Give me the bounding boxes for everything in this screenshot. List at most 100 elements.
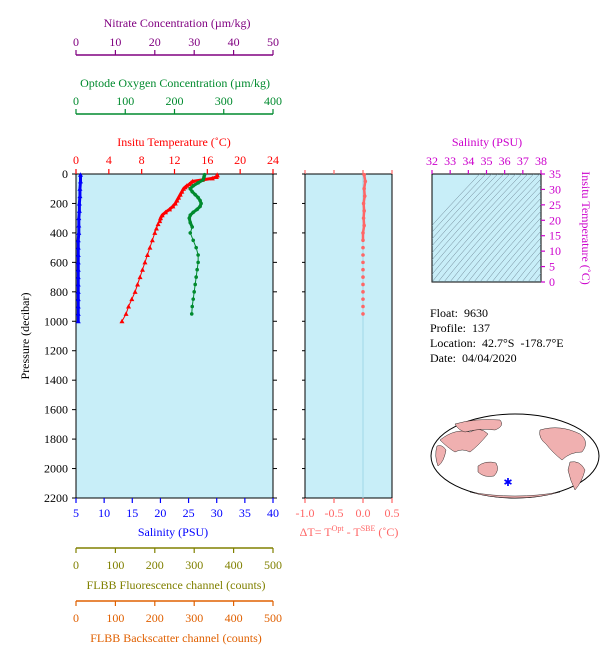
nitrate-tick-label: 50 xyxy=(267,35,279,49)
dt-point xyxy=(361,238,365,243)
oxygen-point xyxy=(189,312,194,316)
ts-density-contour xyxy=(473,204,541,282)
ts-density-contour xyxy=(443,174,541,282)
temperature-point xyxy=(174,198,180,203)
pressure-tick-label: 2000 xyxy=(44,462,68,476)
dt-point xyxy=(361,282,365,287)
flbb_bs-tick-label: 500 xyxy=(264,611,282,625)
flbb_fl-tick-label: 0 xyxy=(73,558,79,572)
oxygen-point xyxy=(191,210,196,215)
dt-point xyxy=(362,223,366,228)
temperature-point xyxy=(176,195,182,200)
main-plot-area xyxy=(75,173,274,499)
temperature-point xyxy=(167,206,173,212)
oxygen-point xyxy=(193,192,197,197)
temperature-point xyxy=(213,174,219,179)
ts-temperature-tick-label: 10 xyxy=(549,244,561,258)
ts-salinity-tick-label: 37 xyxy=(517,154,529,168)
dt-axis-title: ΔT= TOpt - TSBE (˚C) xyxy=(300,524,399,539)
dt-point xyxy=(361,297,365,301)
flbb_fl-tick-label: 400 xyxy=(225,558,243,572)
ts-density-contour xyxy=(521,258,541,282)
oxygen-point xyxy=(195,207,199,212)
flbb_bs-tick-label: 300 xyxy=(185,611,203,625)
oxygen-tick-label: 400 xyxy=(264,94,282,108)
flbb_bs-tick-label: 0 xyxy=(73,611,79,625)
ts-density-contour xyxy=(432,174,481,226)
salinity-point xyxy=(77,193,83,199)
oxygen-point xyxy=(196,260,200,265)
ts-density-contour xyxy=(509,244,541,282)
temperature-axis-title: Insitu Temperature (˚C) xyxy=(117,135,231,149)
pressure-tick-label: 0 xyxy=(62,167,68,181)
dt-point xyxy=(361,201,366,206)
dt-tick-label: 0.5 xyxy=(385,506,400,520)
temperature-point xyxy=(177,192,183,197)
temperature-point xyxy=(123,311,129,316)
oxygen-point xyxy=(191,297,196,301)
oxygen-point xyxy=(196,253,200,257)
salinity-tick-label: 25 xyxy=(183,506,195,520)
axes-layer: 0200400600800100012001400160018002000220… xyxy=(44,35,561,625)
ts-density-contour xyxy=(455,184,541,282)
flbb_fl-tick-label: 300 xyxy=(185,558,203,572)
temperature-point xyxy=(144,252,150,257)
float-info-profile: Profile: 137 xyxy=(430,321,490,335)
ts-temperature-axis-title: Insitu Temperature (˚C) xyxy=(579,171,593,285)
pressure-tick-label: 1400 xyxy=(44,373,68,387)
temperature-point xyxy=(132,289,138,294)
oxygen-point xyxy=(191,238,196,243)
flbb_fl-tick-label: 200 xyxy=(146,558,164,572)
oxygen-point xyxy=(190,189,195,194)
dt-point xyxy=(361,290,365,294)
temperature-point xyxy=(135,281,141,287)
ts-density-contour xyxy=(467,197,541,282)
oxygen-point xyxy=(193,282,197,287)
salinity-point xyxy=(75,318,81,324)
flbb-backscatter-axis-title: FLBB Backscatter channel (counts) xyxy=(90,631,262,645)
temperature-point xyxy=(159,212,165,218)
ts-salinity-tick-label: 35 xyxy=(481,154,493,168)
flbb_bs-tick-label: 200 xyxy=(146,611,164,625)
salinity-tick-label: 30 xyxy=(211,506,223,520)
dt-tick-label: 0.0 xyxy=(356,506,371,520)
dt-point xyxy=(361,253,365,257)
salinity-tick-label: 5 xyxy=(73,506,79,520)
ts-density-contour xyxy=(479,210,541,282)
nitrate-tick-label: 10 xyxy=(109,35,121,49)
oxygen-point xyxy=(196,195,200,200)
ts-density-contours xyxy=(432,174,541,282)
temperature-point xyxy=(126,304,132,309)
nitrate-tick-label: 20 xyxy=(149,35,161,49)
ts-salinity-tick-label: 33 xyxy=(444,154,456,168)
temperature-point xyxy=(158,215,164,221)
temperature-point xyxy=(172,200,178,206)
temperature-point xyxy=(181,186,187,191)
salinity-point xyxy=(75,252,81,257)
ts-density-contour xyxy=(461,191,541,282)
temperature-point xyxy=(186,181,192,187)
temperature-point xyxy=(129,296,135,302)
dt-point xyxy=(361,267,365,272)
dt-point xyxy=(361,245,365,250)
flbb-fluorescence-axis-title: FLBB Fluorescence channel (counts) xyxy=(87,578,266,592)
ts-density-contour xyxy=(515,251,541,282)
ts-temperature-tick-label: 25 xyxy=(549,198,561,212)
dt-point xyxy=(361,304,365,309)
salinity-point xyxy=(75,289,81,294)
salinity-point xyxy=(77,186,83,191)
dt-point xyxy=(361,312,365,316)
ts-temperature-tick-label: 35 xyxy=(549,167,561,181)
temperature-tick-label: 16 xyxy=(201,153,213,167)
oxygen-point xyxy=(199,201,203,206)
pressure-tick-label: 1000 xyxy=(44,314,68,328)
pressure-tick-label: 200 xyxy=(50,196,68,210)
ts-density-contour xyxy=(485,217,541,282)
oxygen-point xyxy=(190,225,195,229)
world-map: ✱ xyxy=(430,413,600,499)
flbb_fl-tick-label: 500 xyxy=(264,558,282,572)
ts-salinity-tick-label: 38 xyxy=(535,154,547,168)
salinity-point xyxy=(75,311,81,316)
salinity-point xyxy=(75,304,81,309)
dt-series-line xyxy=(361,174,367,241)
